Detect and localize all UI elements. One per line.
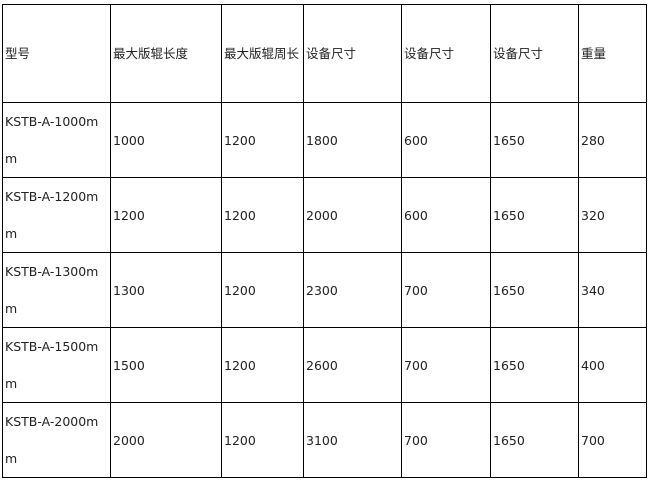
- table-cell: 1200: [221, 252, 304, 328]
- table-cell: KSTB-A-2000mm: [2, 402, 111, 478]
- table-cell: 1500: [110, 327, 222, 403]
- table-cell: 280: [578, 102, 647, 178]
- header-cell: 最大版辊周长: [221, 4, 304, 103]
- table-cell: 1650: [490, 402, 579, 478]
- header-cell: 最大版辊长度: [110, 4, 222, 103]
- table-cell: 320: [578, 177, 647, 253]
- table-cell: 700: [401, 327, 491, 403]
- table-cell: KSTB-A-1000mm: [2, 102, 111, 178]
- table-cell: 340: [578, 252, 647, 328]
- table-cell: 2000: [110, 402, 222, 478]
- spec-table: 型号 最大版辊长度 最大版辊周长 设备尺寸 设备尺寸 设备尺寸 重量 KSTB-A-1000m…: [2, 4, 647, 478]
- table-row: KSTB-A-1500mm 1500 1200 2600 700 1650 400: [2, 327, 647, 403]
- table-cell: 1200: [221, 402, 304, 478]
- table-cell: 700: [401, 252, 491, 328]
- table-cell: 700: [578, 402, 647, 478]
- table-row: KSTB-A-2000mm 2000 1200 3100 700 1650 700: [2, 402, 647, 478]
- table-row: KSTB-A-1000mm 1000 1200 1800 600 1650 280: [2, 102, 647, 178]
- header-cell: 设备尺寸: [401, 4, 491, 103]
- table-cell: KSTB-A-1300mm: [2, 252, 111, 328]
- header-cell: 设备尺寸: [303, 4, 402, 103]
- table-cell: 2300: [303, 252, 402, 328]
- table-row: KSTB-A-1300mm 1300 1200 2300 700 1650 340: [2, 252, 647, 328]
- table-header-row: 型号 最大版辊长度 最大版辊周长 设备尺寸 设备尺寸 设备尺寸 重量: [2, 4, 647, 103]
- table-cell: 1650: [490, 102, 579, 178]
- table-cell: 700: [401, 402, 491, 478]
- table-cell: 1200: [221, 177, 304, 253]
- table-cell: 3100: [303, 402, 402, 478]
- table-cell: 1200: [110, 177, 222, 253]
- table-cell: 1000: [110, 102, 222, 178]
- header-cell: 重量: [578, 4, 647, 103]
- table-cell: KSTB-A-1500mm: [2, 327, 111, 403]
- header-cell: 型号: [2, 4, 111, 103]
- table-cell: 1650: [490, 327, 579, 403]
- table-cell: 1800: [303, 102, 402, 178]
- header-cell: 设备尺寸: [490, 4, 579, 103]
- table-cell: 2600: [303, 327, 402, 403]
- table-cell: 1650: [490, 252, 579, 328]
- table-cell: 400: [578, 327, 647, 403]
- table-cell: 1300: [110, 252, 222, 328]
- table-cell: 600: [401, 102, 491, 178]
- table-cell: 2000: [303, 177, 402, 253]
- table-cell: 1200: [221, 102, 304, 178]
- table-row: KSTB-A-1200mm 1200 1200 2000 600 1650 320: [2, 177, 647, 253]
- table-cell: 600: [401, 177, 491, 253]
- table-cell: 1650: [490, 177, 579, 253]
- table-cell: 1200: [221, 327, 304, 403]
- table-cell: KSTB-A-1200mm: [2, 177, 111, 253]
